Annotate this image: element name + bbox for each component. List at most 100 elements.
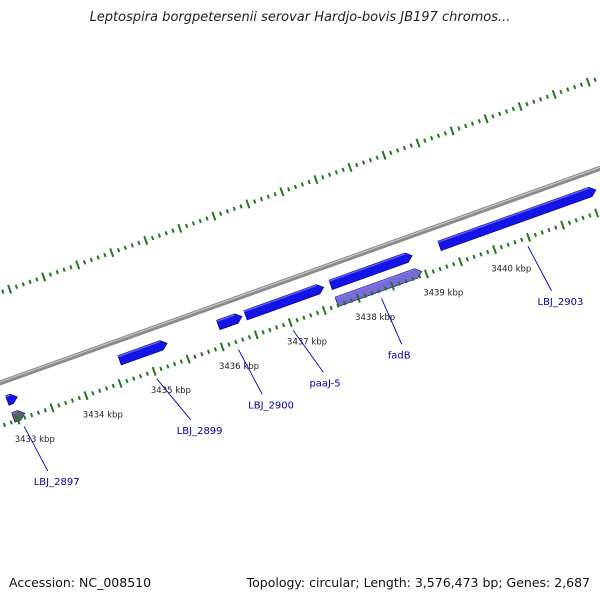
- scale-tick: [132, 376, 136, 381]
- scale-tick: [499, 244, 503, 250]
- scale-tick: [554, 225, 558, 230]
- scale-tick: [315, 310, 320, 316]
- scale-tick: [363, 293, 367, 299]
- scale-tick: [151, 366, 157, 376]
- scale-tick: [479, 252, 483, 257]
- outer-tick: [498, 111, 502, 117]
- scale-tick: [172, 361, 177, 367]
- outer-tick: [48, 272, 53, 277]
- outer-tick: [415, 138, 421, 148]
- outer-tick: [7, 284, 13, 294]
- outer-tick: [477, 118, 481, 124]
- outer-tick: [273, 192, 277, 197]
- outer-tick: [409, 143, 413, 148]
- scale-tick: [383, 286, 388, 291]
- map-title: Leptospira borgpetersenii serovar Hardjo…: [89, 10, 511, 25]
- tick-label: 3435 kbp: [151, 386, 191, 396]
- outer-tick: [579, 82, 584, 87]
- outer-tick: [361, 160, 366, 165]
- scale-tick: [377, 288, 381, 294]
- outer-tick: [300, 182, 304, 187]
- scale-tick-track: [2, 208, 600, 428]
- scale-tick: [36, 410, 41, 415]
- scale-tick: [486, 249, 490, 255]
- gene-track: [5, 186, 597, 423]
- scale-tick: [261, 330, 265, 335]
- tick-label: 3440 kbp: [491, 264, 531, 274]
- outer-tick: [35, 277, 39, 282]
- scale-tick: [234, 339, 238, 345]
- scale-tick: [145, 371, 149, 376]
- scale-tick: [253, 330, 259, 340]
- gene-arrow: [117, 340, 168, 366]
- outer-tick: [504, 109, 509, 114]
- genome-summary-text: Topology: circular; Length: 3,576,473 bp…: [246, 575, 590, 590]
- gene-label-leader: [156, 378, 192, 421]
- outer-tick: [205, 216, 209, 221]
- gene-arrow: [243, 284, 325, 321]
- outer-tick: [585, 77, 591, 87]
- scale-tick: [23, 415, 27, 420]
- outer-tick: [279, 187, 285, 197]
- outer-tick: [1, 289, 5, 294]
- scale-tick: [404, 278, 408, 284]
- scale-tick: [418, 274, 422, 279]
- scale-tick: [581, 215, 585, 221]
- outer-tick: [198, 218, 202, 224]
- gene-label: LBJ_2903: [538, 297, 584, 308]
- outer-tick: [157, 233, 161, 238]
- scale-tick: [547, 227, 551, 233]
- scale-tick: [506, 242, 510, 247]
- outer-tick: [14, 284, 19, 289]
- scale-tick: [111, 383, 115, 389]
- outer-tick: [41, 272, 47, 282]
- outer-tick: [75, 260, 81, 270]
- outer-tick: [559, 89, 563, 95]
- scale-tick: [268, 327, 272, 333]
- outer-tick: [82, 260, 87, 265]
- scale-tick: [179, 359, 183, 364]
- outer-tick: [381, 150, 387, 160]
- outer-tick: [334, 170, 338, 175]
- outer-tick: [443, 131, 447, 136]
- outer-tick: [396, 148, 400, 153]
- scale-tick: [193, 354, 197, 359]
- gene-arrow: [216, 313, 243, 331]
- outer-tick: [219, 211, 223, 216]
- gene-label-leader: [381, 298, 403, 345]
- scale-tick: [458, 257, 463, 267]
- gene-arrow-bevel: [117, 340, 161, 358]
- scale-tick: [247, 334, 252, 340]
- outer-tick: [116, 248, 121, 253]
- gene-arrow-bevel: [243, 284, 317, 313]
- scale-tick: [104, 386, 109, 391]
- outer-tick: [184, 223, 189, 229]
- outer-tick: [177, 223, 183, 233]
- outer-tick: [355, 162, 359, 168]
- outer-tick: [96, 255, 100, 260]
- outer-tick: [511, 106, 515, 112]
- scale-tick: [83, 391, 89, 401]
- outer-tick: [566, 87, 570, 92]
- tick-label: 3439 kbp: [423, 289, 463, 299]
- scale-tick: [567, 220, 572, 225]
- scale-tick: [321, 305, 327, 316]
- backbone-highlight: [0, 166, 600, 383]
- outer-tick: [517, 101, 523, 112]
- scale-tick: [117, 378, 123, 389]
- scale-tick: [125, 378, 129, 384]
- scale-tick: [411, 276, 415, 281]
- outer-tick: [341, 167, 345, 173]
- scale-tick: [49, 403, 55, 413]
- scale-tick: [241, 337, 245, 342]
- outer-tick: [55, 269, 59, 275]
- scale-tick: [2, 422, 6, 428]
- scale-tick: [389, 281, 395, 291]
- outer-tick: [123, 245, 127, 251]
- outer-tick: [457, 126, 461, 131]
- tick-label: 3433 kbp: [15, 435, 55, 445]
- scale-tick: [438, 266, 442, 272]
- scale-tick: [520, 237, 524, 243]
- gene-arrow-bevel: [437, 187, 589, 243]
